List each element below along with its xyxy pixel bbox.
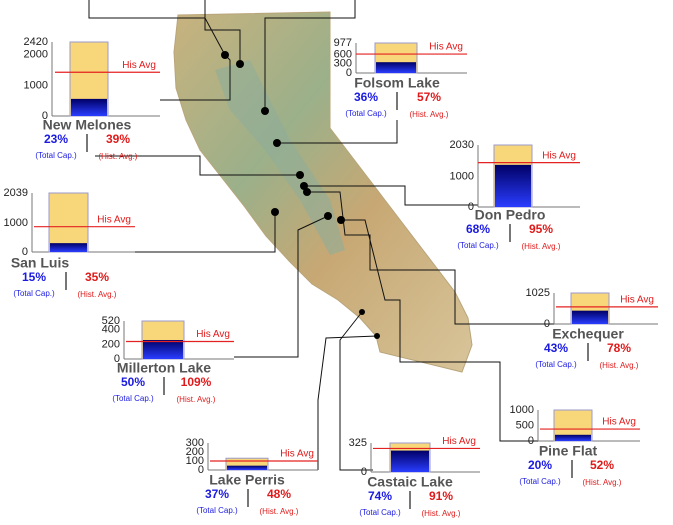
pct-hist-avg: 78% (607, 341, 631, 355)
current-level (143, 340, 183, 359)
reservoir-name: Exchequer (552, 326, 624, 342)
hist-note: (Hist. Avg.) (78, 290, 117, 299)
hist-note: (Hist. Avg.) (99, 152, 138, 161)
current-level (71, 98, 107, 116)
pct-capacity: 37% (205, 487, 229, 501)
capacity-note: (Total Cap.) (35, 151, 77, 160)
capacity-note: (Total Cap.) (13, 289, 55, 298)
y-tick-label: 0 (361, 466, 367, 478)
y-tick-label: 0 (544, 318, 550, 330)
capacity-note: (Total Cap.) (112, 394, 154, 403)
capacity-note: (Total Cap.) (345, 109, 387, 118)
pct-hist-avg: 48% (267, 487, 291, 501)
y-tick-label: 325 (349, 437, 367, 449)
hist-note: (Hist. Avg.) (260, 507, 299, 516)
reservoir-name: Pine Flat (539, 443, 598, 459)
pct-hist-avg: 35% (85, 270, 109, 284)
y-tick-label: 2039 (4, 187, 28, 199)
pct-capacity: 74% (368, 489, 392, 503)
reservoir-name: Castaic Lake (367, 474, 453, 490)
pct-hist-avg: 95% (529, 222, 553, 236)
hist-note: (Hist. Avg.) (600, 361, 639, 370)
y-tick-label: 1000 (450, 170, 474, 182)
connectors (88, 0, 556, 471)
reservoir-name: Lake Perris (209, 472, 285, 488)
y-tick-label: 1000 (24, 79, 48, 91)
hist-avg-label: His Avg (122, 60, 156, 71)
y-tick-label: 0 (198, 464, 204, 476)
y-tick-label: 600 (334, 48, 352, 60)
hist-avg-label: His Avg (442, 436, 476, 447)
y-tick-label: 520 (102, 315, 120, 327)
hist-avg-label: His Avg (429, 42, 463, 53)
hist-avg-label: His Avg (542, 150, 576, 161)
current-level (227, 465, 267, 470)
y-tick-label: 100 (186, 455, 204, 467)
y-tick-label: 1000 (4, 217, 28, 229)
hist-note: (Hist. Avg.) (583, 478, 622, 487)
pct-hist-avg: 91% (429, 489, 453, 503)
pct-capacity: 36% (354, 90, 378, 104)
hist-note: (Hist. Avg.) (422, 509, 461, 518)
reservoir-name: Don Pedro (475, 207, 546, 223)
current-level (50, 243, 87, 252)
y-tick-label: 2420 (24, 36, 48, 48)
pct-capacity: 50% (121, 375, 145, 389)
pct-hist-avg: 109% (181, 375, 212, 389)
capacity-note: (Total Cap.) (519, 477, 561, 486)
hist-avg-label: His Avg (97, 214, 131, 225)
current-level (391, 450, 429, 472)
capacity-box (48, 192, 89, 253)
reservoir-name: San Luis (11, 255, 70, 271)
y-tick-label: 0 (528, 435, 534, 447)
hist-avg-label: His Avg (602, 417, 636, 428)
hist-note: (Hist. Avg.) (410, 110, 449, 119)
pct-capacity: 15% (22, 270, 46, 284)
y-tick-label: 0 (346, 67, 352, 79)
y-tick-label: 1000 (510, 404, 534, 416)
current-level (376, 62, 416, 73)
capacity-note: (Total Cap.) (457, 241, 499, 250)
y-tick-label: 0 (114, 353, 120, 365)
reservoir-dots (221, 51, 380, 339)
hist-avg-label: His Avg (196, 329, 230, 340)
y-tick-label: 2030 (450, 139, 474, 151)
y-tick-label: 0 (468, 201, 474, 213)
capacity-note: (Total Cap.) (196, 506, 238, 515)
y-tick-label: 1025 (526, 287, 550, 299)
y-tick-label: 200 (186, 446, 204, 458)
reservoir-name: Folsom Lake (354, 75, 440, 91)
hist-avg-label: His Avg (280, 449, 314, 460)
y-tick-label: 500 (516, 419, 534, 431)
pct-hist-avg: 57% (417, 90, 441, 104)
reservoir-name: Millerton Lake (117, 360, 211, 376)
central-valley (215, 60, 345, 255)
y-tick-label: 977 (334, 37, 352, 49)
pct-capacity: 43% (544, 341, 568, 355)
pct-hist-avg: 52% (590, 458, 614, 472)
pct-capacity: 23% (44, 132, 68, 146)
hist-note: (Hist. Avg.) (522, 242, 561, 251)
y-tick-label: 300 (186, 437, 204, 449)
pct-capacity: 20% (528, 458, 552, 472)
y-tick-label: 2000 (24, 49, 48, 61)
reservoir-name: New Melones (43, 117, 132, 133)
current-level (572, 310, 608, 324)
y-tick-label: 300 (334, 58, 352, 70)
y-tick-label: 400 (102, 324, 120, 336)
current-level (495, 164, 531, 207)
pct-capacity: 68% (466, 222, 490, 236)
capacity-note: (Total Cap.) (359, 508, 401, 517)
capacity-note: (Total Cap.) (535, 360, 577, 369)
y-tick-label: 0 (22, 246, 28, 258)
pct-hist-avg: 39% (106, 132, 130, 146)
y-tick-label: 0 (42, 110, 48, 122)
current-level (555, 434, 591, 441)
y-tick-label: 200 (102, 338, 120, 350)
hist-avg-label: His Avg (620, 295, 654, 306)
hist-note: (Hist. Avg.) (177, 395, 216, 404)
